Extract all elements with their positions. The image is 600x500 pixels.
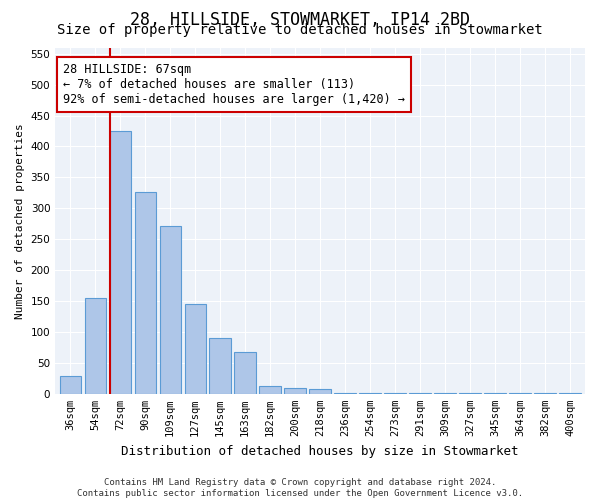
Bar xyxy=(209,338,231,394)
Bar xyxy=(509,393,530,394)
Text: Contains HM Land Registry data © Crown copyright and database right 2024.
Contai: Contains HM Land Registry data © Crown c… xyxy=(77,478,523,498)
Bar xyxy=(385,393,406,394)
X-axis label: Distribution of detached houses by size in Stowmarket: Distribution of detached houses by size … xyxy=(121,444,519,458)
Text: 28 HILLSIDE: 67sqm
← 7% of detached houses are smaller (113)
92% of semi-detache: 28 HILLSIDE: 67sqm ← 7% of detached hous… xyxy=(63,63,405,106)
Bar xyxy=(434,393,455,394)
Text: 28, HILLSIDE, STOWMARKET, IP14 2BD: 28, HILLSIDE, STOWMARKET, IP14 2BD xyxy=(130,11,470,29)
Text: Size of property relative to detached houses in Stowmarket: Size of property relative to detached ho… xyxy=(57,23,543,37)
Bar xyxy=(284,388,306,394)
Bar xyxy=(185,304,206,394)
Bar xyxy=(110,131,131,394)
Bar xyxy=(559,393,581,394)
Bar xyxy=(334,392,356,394)
Bar xyxy=(59,376,81,394)
Bar xyxy=(85,298,106,394)
Bar xyxy=(134,192,156,394)
Y-axis label: Number of detached properties: Number of detached properties xyxy=(15,123,25,318)
Bar xyxy=(535,393,556,394)
Bar xyxy=(160,226,181,394)
Bar xyxy=(460,393,481,394)
Bar xyxy=(259,386,281,394)
Bar xyxy=(409,393,431,394)
Bar xyxy=(310,390,331,394)
Bar xyxy=(484,393,506,394)
Bar xyxy=(235,352,256,394)
Bar xyxy=(359,393,380,394)
